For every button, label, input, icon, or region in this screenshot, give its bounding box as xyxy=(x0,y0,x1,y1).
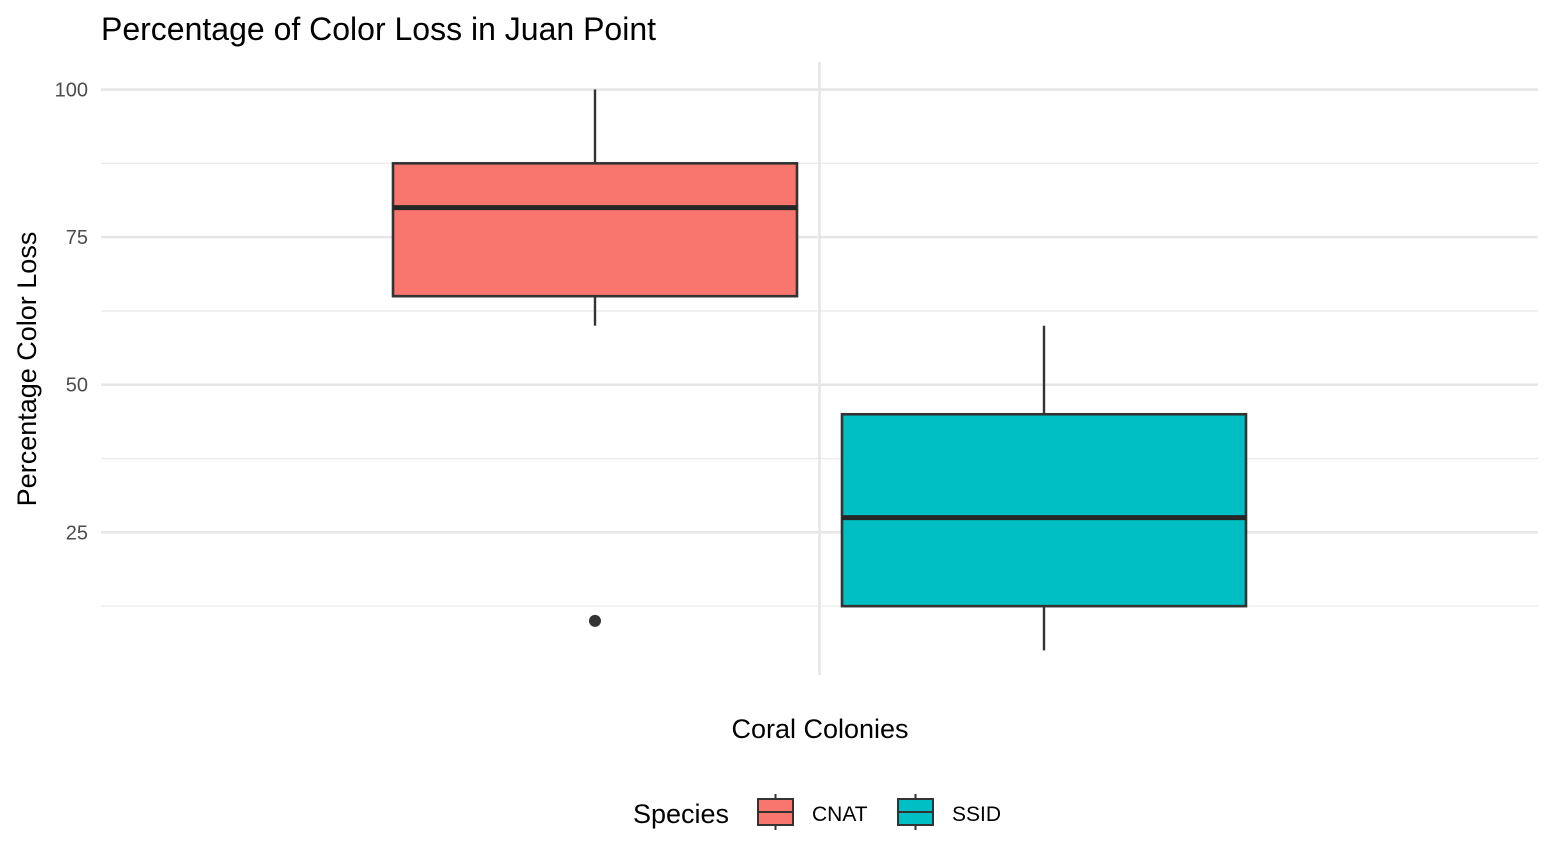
plot-area xyxy=(391,89,1248,651)
legend: Species CNAT SSID xyxy=(633,794,1001,830)
x-axis-title: Coral Colonies xyxy=(731,714,908,744)
y-axis-title: Percentage Color Loss xyxy=(12,232,42,507)
iqr-box xyxy=(840,412,1248,608)
y-tick-label: 100 xyxy=(55,80,88,102)
legend-key-ssid: SSID xyxy=(897,794,1001,830)
legend-label: SSID xyxy=(952,803,1001,826)
y-axis-ticks: 25 50 75 100 xyxy=(55,80,88,545)
y-tick-label: 50 xyxy=(66,375,88,397)
iqr-box xyxy=(391,162,799,298)
legend-key-cnat: CNAT xyxy=(757,794,868,830)
legend-title: Species xyxy=(633,799,729,829)
y-tick-label: 25 xyxy=(66,522,88,544)
box-cnat xyxy=(391,89,799,627)
outlier-point xyxy=(589,614,601,627)
chart-title: Percentage of Color Loss in Juan Point xyxy=(101,11,656,47)
grid xyxy=(101,62,1538,675)
box-ssid xyxy=(840,325,1248,651)
y-tick-label: 75 xyxy=(66,227,88,249)
legend-label: CNAT xyxy=(812,803,868,826)
